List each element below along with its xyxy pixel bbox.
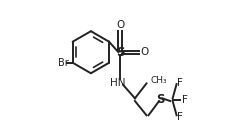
- Text: F: F: [177, 78, 183, 88]
- Text: Br: Br: [58, 58, 68, 68]
- Text: O: O: [140, 47, 148, 57]
- Text: S: S: [156, 93, 165, 106]
- Text: F: F: [182, 95, 188, 105]
- Text: CH₃: CH₃: [151, 75, 167, 85]
- Text: F: F: [177, 112, 183, 122]
- Text: O: O: [116, 20, 124, 30]
- Text: S: S: [116, 46, 124, 59]
- Text: HN: HN: [110, 78, 125, 88]
